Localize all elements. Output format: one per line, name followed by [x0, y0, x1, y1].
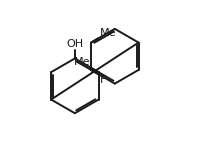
Text: OH: OH	[66, 39, 83, 49]
Text: F: F	[100, 75, 106, 85]
Text: Me: Me	[74, 57, 90, 67]
Text: Me: Me	[100, 28, 116, 38]
